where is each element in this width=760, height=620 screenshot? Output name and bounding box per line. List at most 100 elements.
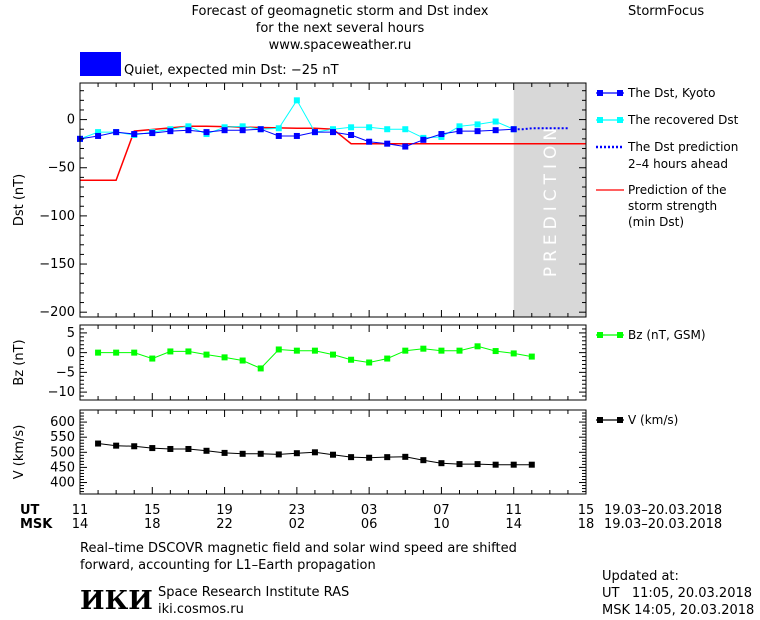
legend-prediction-label: The Dst prediction xyxy=(627,140,738,154)
bz-point xyxy=(528,353,535,360)
dst-ytick-label: −50 xyxy=(48,161,75,176)
legend-v-swatch-marker xyxy=(597,417,603,423)
v-ytick-label: 600 xyxy=(50,415,75,430)
source-url[interactable]: www.spaceweather.ru xyxy=(268,38,412,53)
updated-msk: MSK 14:05, 20.03.2018 xyxy=(602,603,755,618)
bz-point xyxy=(384,355,391,362)
msk-tick-label: 22 xyxy=(216,517,233,532)
bz-point xyxy=(131,349,138,356)
legend-recovered-label: The recovered Dst xyxy=(627,113,739,127)
iki-logo: ИКИ xyxy=(80,586,153,616)
institute-site[interactable]: iki.cosmos.ru xyxy=(158,602,244,617)
bz-point xyxy=(510,350,517,357)
msk-tick-label: 10 xyxy=(433,517,450,532)
legend-kyoto-swatch-marker xyxy=(617,90,623,96)
legend-storm-label-3: (min Dst) xyxy=(628,215,684,229)
recovered-dst-point xyxy=(239,123,246,130)
dst-ylabel: Dst (nT) xyxy=(12,174,27,226)
chart-title-line1: Forecast of geomagnetic storm and Dst in… xyxy=(191,4,489,19)
bz-point xyxy=(402,347,409,354)
kyoto-dst-point xyxy=(275,132,282,139)
updated-label: Updated at: xyxy=(602,569,679,584)
bz-point xyxy=(167,348,174,355)
chart-title-line2: for the next several hours xyxy=(255,21,425,36)
bz-point xyxy=(438,347,445,354)
recovered-dst-point xyxy=(402,126,409,133)
ut-tick-label: 11 xyxy=(71,503,89,518)
kyoto-dst-point xyxy=(366,138,373,145)
dst-prediction-line xyxy=(513,127,568,131)
kyoto-dst-point xyxy=(113,129,120,136)
bz-point xyxy=(203,351,210,358)
ut-tick-label: 03 xyxy=(360,503,378,518)
ut-tick-label: 19 xyxy=(216,503,233,518)
msk-tick-label: 18 xyxy=(577,517,595,532)
kyoto-dst-point xyxy=(149,130,156,137)
kyoto-dst-point xyxy=(384,140,391,147)
ut-tick-label: 23 xyxy=(288,503,306,518)
v-point xyxy=(113,442,120,449)
v-point xyxy=(311,449,318,456)
legend-v-swatch-marker xyxy=(617,417,623,423)
v-point xyxy=(95,440,102,447)
prediction-label: PREDICTION xyxy=(541,123,561,277)
v-point xyxy=(330,451,336,458)
legend-storm-label: Prediction of the xyxy=(628,183,727,197)
bz-point xyxy=(275,346,282,353)
bz-point xyxy=(113,349,120,356)
msk-tick-label: 02 xyxy=(288,517,306,532)
recovered-dst-point xyxy=(474,121,481,128)
bz-point xyxy=(221,354,228,361)
recovered-dst-point xyxy=(95,129,102,136)
v-point xyxy=(402,453,409,460)
note-line1: Real–time DSCOVR magnetic field and sola… xyxy=(80,541,517,556)
bz-point xyxy=(348,356,355,363)
recovered-dst-point xyxy=(366,124,373,131)
kyoto-dst-point xyxy=(95,132,102,139)
prediction-band xyxy=(513,83,586,317)
v-point xyxy=(221,449,228,456)
bz-point xyxy=(185,348,192,355)
v-point xyxy=(348,454,355,461)
v-ytick-label: 500 xyxy=(50,445,75,460)
v-point xyxy=(528,461,535,468)
kyoto-dst-point xyxy=(330,129,336,136)
bz-point xyxy=(95,349,102,356)
msk-date-range: 19.03–20.03.2018 xyxy=(604,517,723,532)
bz-point xyxy=(456,347,463,354)
legend-storm-label-2: storm strength xyxy=(628,199,717,213)
v-point xyxy=(293,450,300,457)
v-point xyxy=(167,445,174,452)
v-point xyxy=(384,454,391,461)
kyoto-dst-point xyxy=(420,136,427,143)
bz-point xyxy=(149,355,156,362)
bz-ytick-label: 5 xyxy=(67,326,75,341)
kyoto-dst-point xyxy=(221,127,228,134)
bz-point xyxy=(311,347,318,354)
msk-axis-label: MSK xyxy=(20,517,53,532)
v-point xyxy=(257,450,264,457)
kyoto-dst-point xyxy=(456,128,463,135)
v-point xyxy=(131,443,138,450)
ut-tick-label: 11 xyxy=(505,503,522,518)
bz-ylabel: Bz (nT) xyxy=(12,339,27,385)
ut-tick-label: 07 xyxy=(433,503,450,518)
status-text: Quiet, expected min Dst: −25 nT xyxy=(124,63,339,78)
v-point xyxy=(185,445,192,452)
kyoto-dst-point xyxy=(257,126,264,133)
bz-ytick-label: −10 xyxy=(48,385,75,400)
bz-point xyxy=(366,359,373,366)
kyoto-dst-point xyxy=(131,131,138,138)
v-point xyxy=(275,451,282,458)
legend-prediction-label-2: 2–4 hours ahead xyxy=(628,157,728,171)
dst-ytick-label: −100 xyxy=(39,209,75,224)
v-point xyxy=(456,461,463,468)
institute-name: Space Research Institute RAS xyxy=(158,585,350,600)
kyoto-dst-point xyxy=(185,127,192,134)
bz-point xyxy=(330,351,336,358)
legend-bz-swatch-marker xyxy=(617,332,623,338)
bz-panel-frame xyxy=(79,324,587,401)
v-point xyxy=(420,457,427,464)
recovered-dst-point xyxy=(185,123,192,130)
